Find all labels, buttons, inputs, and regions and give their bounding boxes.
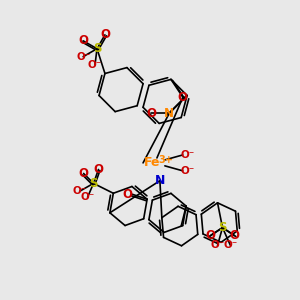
Text: O⁻: O⁻ bbox=[88, 60, 102, 70]
Text: O: O bbox=[78, 34, 88, 47]
Text: O: O bbox=[100, 28, 110, 41]
Text: Fe: Fe bbox=[144, 156, 160, 170]
Text: O⁻: O⁻ bbox=[73, 186, 87, 196]
Text: S: S bbox=[218, 221, 227, 234]
Text: O: O bbox=[206, 229, 216, 242]
Text: O: O bbox=[122, 188, 132, 201]
Text: S: S bbox=[89, 177, 98, 190]
Text: O⁻: O⁻ bbox=[181, 150, 195, 160]
Text: O: O bbox=[178, 91, 188, 104]
Text: O⁻: O⁻ bbox=[223, 240, 238, 250]
Text: O: O bbox=[94, 163, 103, 176]
Text: O⁻: O⁻ bbox=[80, 192, 95, 202]
Text: O: O bbox=[230, 229, 239, 242]
Text: S: S bbox=[93, 42, 101, 55]
Text: N: N bbox=[164, 107, 174, 120]
Text: O⁻: O⁻ bbox=[210, 240, 225, 250]
Text: O: O bbox=[146, 107, 156, 120]
Text: O⁻: O⁻ bbox=[76, 52, 90, 62]
Text: N: N bbox=[155, 174, 165, 187]
Text: O: O bbox=[79, 167, 88, 180]
Text: 3+: 3+ bbox=[158, 155, 173, 165]
Text: O⁻: O⁻ bbox=[181, 166, 195, 176]
